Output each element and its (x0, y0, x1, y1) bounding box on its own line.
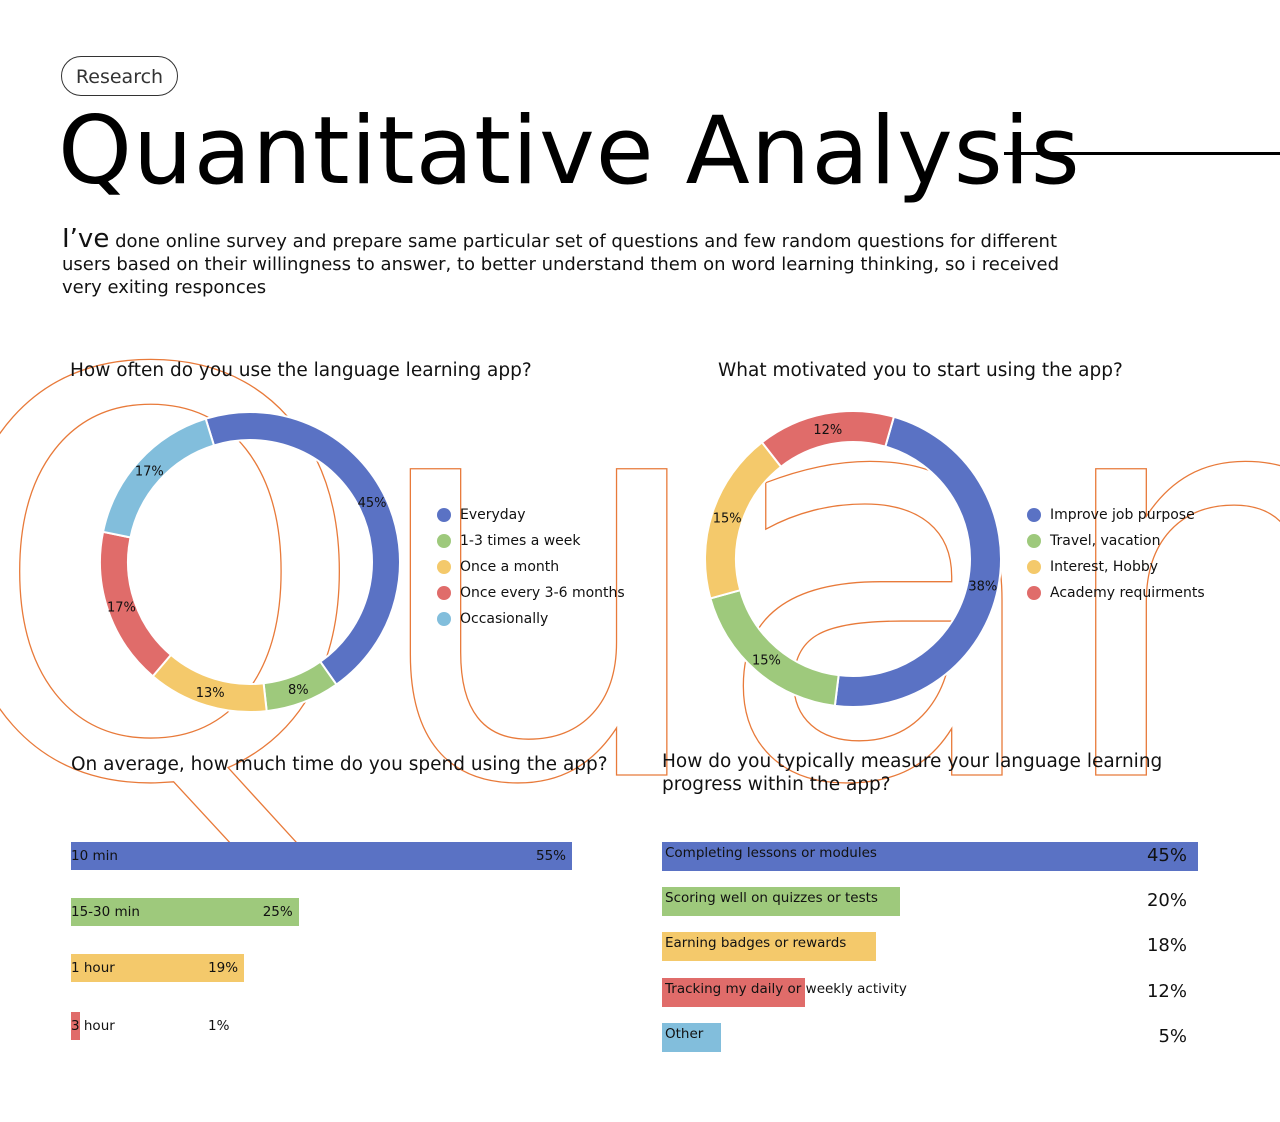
bar-10-min (71, 842, 572, 870)
legend-label: Occasionally (460, 611, 549, 627)
research-tag: Research (61, 56, 178, 96)
intro-paragraph: I’ve done online survey and prepare same… (62, 226, 1102, 299)
title-divider (1004, 152, 1280, 155)
bar-earning-badges-or-rewards (662, 932, 877, 961)
legend-item-academy-requirments: Academy requirments (1027, 580, 1205, 606)
chart2-legend: Improve job purpose Travel, vacation Inter… (1027, 502, 1205, 606)
legend-label: Once every 3-6 months (460, 585, 625, 601)
bar-label-other: Other (665, 1026, 704, 1042)
slice-travel-vacation (709, 588, 840, 707)
legend-label: 1-3 times a week (460, 533, 581, 549)
legend-item-improve-job-purpose: Improve job purpose (1027, 502, 1205, 528)
bar-value-completing-lessons-or-modules: 45% (1146, 845, 1187, 866)
bar-1-hour (71, 954, 245, 982)
bar-label-scoring-well-on-quizzes-or-tests: Scoring well on quizzes or tests (665, 890, 878, 906)
chart2-question: What motivated you to start using the ap… (718, 360, 1123, 381)
legend-label: Everyday (460, 507, 526, 523)
bar-label-15-30-min: 15-30 min (71, 904, 140, 920)
slice-academy-requirments (760, 410, 896, 469)
legend-swatch (437, 508, 451, 522)
chart3-question: On average, how much time do you spend u… (71, 754, 608, 775)
bar-label-3-hour: 3 hour (71, 1018, 115, 1034)
bar-value-tracking-my-daily-or-weekly-activity: 12% (1146, 981, 1187, 1002)
slice-label-interest-hobby: 15% (713, 511, 742, 526)
slice-once-a-month (151, 653, 268, 713)
bar-tracking-my-daily-or-weekly-activity (662, 978, 805, 1007)
intro-text: done online survey and prepare same part… (62, 231, 1060, 298)
bar-scoring-well-on-quizzes-or-tests (662, 887, 901, 916)
slice-label-everyday: 45% (358, 496, 387, 511)
bar-other (662, 1023, 721, 1052)
legend-swatch (437, 560, 451, 574)
bar-label-1-hour: 1 hour (71, 960, 115, 976)
slice-label-once-a-month: 13% (196, 686, 225, 701)
legend-label: Interest, Hobby (1050, 559, 1159, 575)
bar-completing-lessons-or-modules (662, 842, 1198, 871)
slice-label-occasionally: 17% (135, 465, 164, 480)
legend-swatch (1027, 534, 1041, 548)
slice-label-travel-vacation: 15% (752, 653, 781, 668)
legend-swatch (1027, 560, 1041, 574)
legend-label: Improve job purpose (1050, 507, 1195, 523)
slice-occasionally (101, 417, 216, 539)
bar-label-earning-badges-or-rewards: Earning badges or rewards (665, 935, 847, 951)
chart2-donut: 38% 15% 15% 12% (704, 410, 1002, 708)
slice-everyday (204, 411, 401, 686)
page-title: Quantitative Analysis (58, 97, 1081, 206)
chart1-legend: Everyday 1-3 times a week Once a month Once… (437, 502, 625, 632)
legend-swatch (437, 534, 451, 548)
slice-label-1-3-times-a-week: 8% (288, 683, 309, 698)
bar-15-30-min (71, 898, 299, 926)
bar-value-1-hour: 19% (208, 960, 239, 976)
slice-improve-job-purpose (833, 415, 1002, 708)
legend-item-once-a-month: Once a month (437, 554, 625, 580)
bar-3-hour (71, 1012, 81, 1040)
legend-item-interest-hobby: Interest, Hobby (1027, 554, 1205, 580)
bar-value-10-min: 55% (536, 848, 567, 864)
legend-label: Travel, vacation (1050, 533, 1161, 549)
legend-label: Academy requirments (1050, 585, 1205, 601)
chart1-donut: 45% 8% 13% 17% 17% (99, 411, 401, 713)
intro-lead: I’ve (62, 224, 110, 254)
legend-swatch (1027, 508, 1041, 522)
chart1-question: How often do you use the language learni… (70, 360, 532, 381)
slice-label-academy-requirments: 12% (813, 423, 842, 438)
legend-item-1-3-times-a-week: 1-3 times a week (437, 528, 625, 554)
bar-label-tracking-my-daily-or-weekly-activity: Tracking my daily or weekly activity (665, 981, 907, 997)
legend-swatch (437, 612, 451, 626)
legend-label: Once a month (460, 559, 560, 575)
legend-swatch (1027, 586, 1041, 600)
bar-value-other: 5% (1158, 1026, 1187, 1047)
legend-item-everyday: Everyday (437, 502, 625, 528)
legend-item-travel-vacation: Travel, vacation (1027, 528, 1205, 554)
slice-label-once-every-3-6-months: 17% (107, 600, 136, 615)
bar-label-10-min: 10 min (71, 848, 118, 864)
bar-label-completing-lessons-or-modules: Completing lessons or modules (665, 845, 877, 861)
bar-value-earning-badges-or-rewards: 18% (1146, 935, 1187, 956)
bar-value-3-hour: 1% (208, 1018, 230, 1034)
legend-item-once-every-3-6-months: Once every 3-6 months (437, 580, 625, 606)
bar-value-15-30-min: 25% (262, 904, 293, 920)
chart4-question: How do you typically measure your langua… (662, 751, 1163, 795)
legend-swatch (437, 586, 451, 600)
legend-item-occasionally: Occasionally (437, 606, 625, 632)
bar-value-scoring-well-on-quizzes-or-tests: 20% (1146, 890, 1187, 911)
slice-label-improve-job-purpose: 38% (968, 580, 997, 595)
